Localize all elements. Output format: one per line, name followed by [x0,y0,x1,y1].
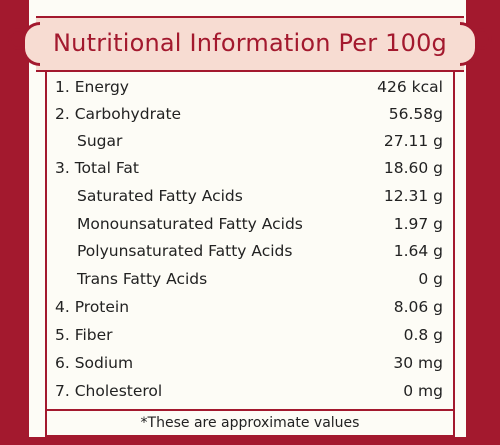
nutrient-value: 1.64 g [393,242,443,260]
nutrient-label: 5. Fiber [55,326,113,344]
nutrient-value: 27.11 g [383,132,443,150]
nutrient-value: 426 kcal [377,78,443,96]
nutrient-label: 3. Total Fat [55,159,139,177]
bottom-band [0,437,500,445]
nutrient-label: 2. Carbohydrate [55,105,182,123]
nutrient-value: 0 g [418,270,443,288]
nutrient-value: 0 mg [403,382,443,400]
nutrient-label: 6. Sodium [55,354,134,372]
nutrient-value: 56.58g [388,105,443,123]
nutrient-label: 1. Energy [55,78,129,96]
nutrient-value: 18.60 g [383,159,443,177]
label-panel [29,0,466,445]
table-row: Saturated Fatty Acids 12.31 g [47,183,453,210]
nutrient-label: 4. Protein [55,298,130,316]
page-title: Nutritional Information Per 100g [53,29,447,57]
nutrition-table: 1. Energy 426 kcal 2. Carbohydrate 56.58… [45,72,455,409]
table-row: Sugar 27.11 g [47,128,453,155]
nutrient-label: 7. Cholesterol [55,382,163,400]
table-row: Monounsaturated Fatty Acids 1.97 g [47,211,453,238]
table-row: 5. Fiber 0.8 g [47,322,453,349]
nutrient-value: 0.8 g [403,326,443,344]
nutrient-value: 1.97 g [393,215,443,233]
table-row: 4. Protein 8.06 g [47,294,453,321]
nutrient-label: Sugar [77,132,123,150]
nutrient-label: Monounsaturated Fatty Acids [77,215,303,233]
table-row: 7. Cholesterol 0 mg [47,378,453,405]
table-row: 6. Sodium 30 mg [47,350,453,377]
nutrient-label: Saturated Fatty Acids [77,187,243,205]
title-plate: Nutritional Information Per 100g [22,16,478,72]
table-row: 2. Carbohydrate 56.58g [47,101,453,128]
table-row: Polyunsaturated Fatty Acids 1.64 g [47,238,453,265]
nutrient-value: 12.31 g [383,187,443,205]
nutrient-label: Polyunsaturated Fatty Acids [77,242,293,260]
nutrient-value: 30 mg [393,354,443,372]
table-row: 3. Total Fat 18.60 g [47,155,453,182]
footnote: *These are approximate values [45,409,455,437]
nutrient-value: 8.06 g [393,298,443,316]
table-row: Trans Fatty Acids 0 g [47,266,453,293]
table-row: 1. Energy 426 kcal [47,74,453,101]
nutrient-label: Trans Fatty Acids [77,270,208,288]
